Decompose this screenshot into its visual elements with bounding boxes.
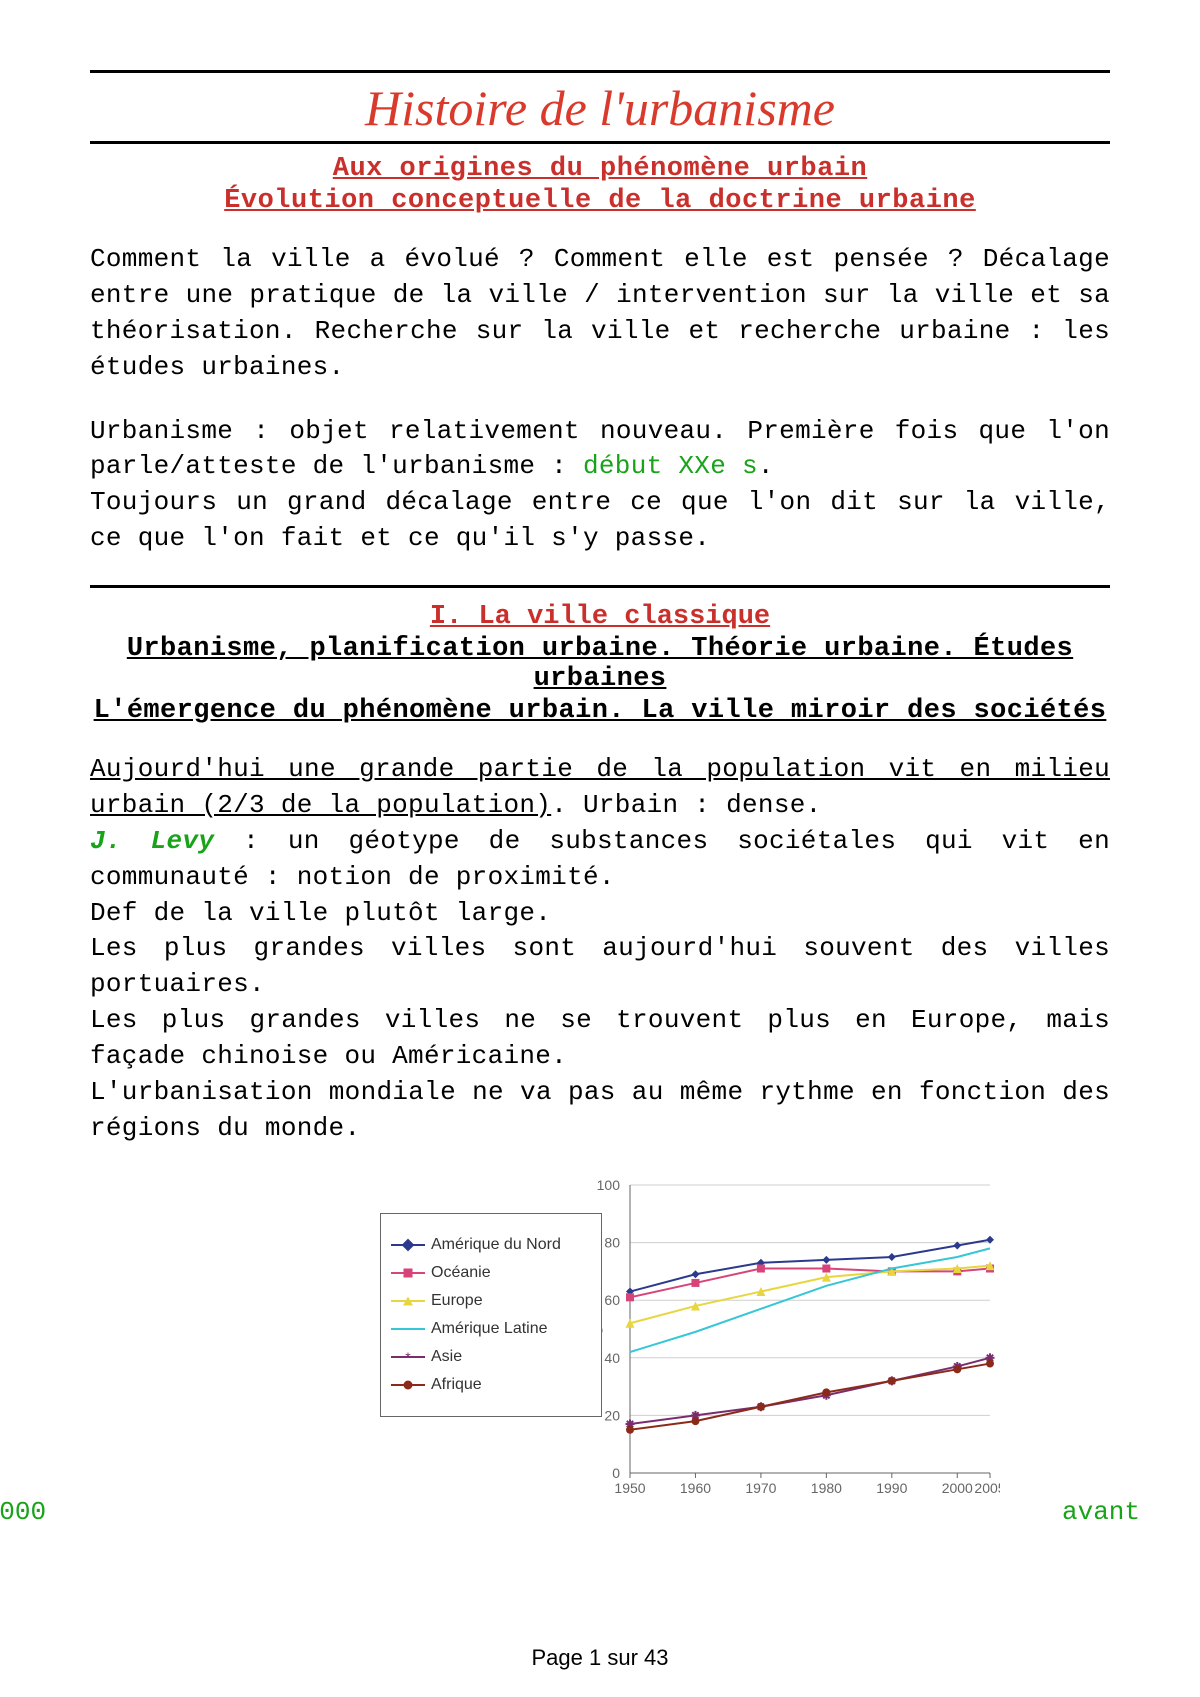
svg-text:1980: 1980 <box>811 1480 842 1496</box>
paragraph-3: Aujourd'hui une grande partie de la popu… <box>90 752 1110 824</box>
svg-text:80: 80 <box>604 1234 620 1250</box>
paragraph-1: Comment la ville a évolué ? Comment elle… <box>90 242 1110 386</box>
svg-text:40: 40 <box>604 1349 620 1365</box>
legend-label: Afrique <box>431 1376 482 1394</box>
section-1-title: I. La ville classique <box>90 602 1110 632</box>
legend-label: Amérique Latine <box>431 1320 548 1338</box>
svg-text:2000: 2000 <box>942 1480 973 1496</box>
p2-green: début XXe s <box>583 451 758 481</box>
svg-text:1950: 1950 <box>614 1480 645 1496</box>
page-footer: Page 1 sur 43 <box>0 1645 1200 1671</box>
subtitle-block: Aux origines du phénomène urbain Évoluti… <box>90 154 1110 216</box>
legend-label: Océanie <box>431 1264 491 1282</box>
svg-text:100: 100 <box>597 1177 621 1193</box>
page-title: Histoire de l'urbanisme <box>90 79 1110 137</box>
rule-top <box>90 70 1110 73</box>
svg-text:0: 0 <box>612 1465 620 1481</box>
p2-d: Toujours un grand décalage entre ce que … <box>90 487 1110 553</box>
section-separator <box>90 585 1110 588</box>
paragraph-2: Urbanisme : objet relativement nouveau. … <box>90 414 1110 558</box>
urbanisation-chart: Amérique du Nord Océanie Europe Amérique La… <box>380 1175 1000 1505</box>
svg-text:2005: 2005 <box>974 1480 1000 1496</box>
rule-under-title <box>90 141 1110 144</box>
legend-row: Océanie <box>391 1264 591 1282</box>
legend-row: Amérique Latine <box>391 1320 591 1338</box>
legend-row: Amérique du Nord <box>391 1236 591 1254</box>
legend-label: Asie <box>431 1348 462 1366</box>
bottom-right-text: avant <box>1062 1497 1140 1527</box>
legend-label: Amérique du Nord <box>431 1236 561 1254</box>
bottom-left-text: -10 000 <box>0 1497 46 1527</box>
paragraph-5: Def de la ville plutôt large. <box>90 896 1110 932</box>
section-1-heading-2: L'émergence du phénomène urbain. La vill… <box>90 696 1110 726</box>
svg-text:20: 20 <box>604 1407 620 1423</box>
svg-text:60: 60 <box>604 1292 620 1308</box>
legend-row: Afrique <box>391 1376 591 1394</box>
svg-text:1970: 1970 <box>745 1480 776 1496</box>
subtitle-line-1: Aux origines du phénomène urbain <box>333 154 867 184</box>
paragraph-8: L'urbanisation mondiale ne va pas au mêm… <box>90 1075 1110 1147</box>
section-1-title-text: I. La ville classique <box>430 602 770 632</box>
figure-area: Amérique du Nord Océanie Europe Amérique La… <box>90 1175 1110 1525</box>
p2-c: . <box>758 451 774 481</box>
legend-label: Europe <box>431 1292 483 1310</box>
p4-rest: : un géotype de substances sociétales qu… <box>90 826 1110 892</box>
svg-text:1990: 1990 <box>876 1480 907 1496</box>
chart-legend: Amérique du Nord Océanie Europe Amérique La… <box>380 1213 602 1417</box>
author-levy: J. Levy <box>90 826 214 856</box>
paragraph-6: Les plus grandes villes sont aujourd'hui… <box>90 931 1110 1003</box>
document-page: Histoire de l'urbanisme Aux origines du … <box>0 0 1200 1697</box>
svg-text:1960: 1960 <box>680 1480 711 1496</box>
subtitle-line-2: Évolution conceptuelle de la doctrine ur… <box>224 186 976 216</box>
section-1-heading-1: Urbanisme, planification urbaine. Théori… <box>90 634 1110 694</box>
p3-rest: . Urbain : dense. <box>551 790 821 820</box>
paragraph-4: J. Levy : un géotype de substances socié… <box>90 824 1110 896</box>
legend-row: *Asie <box>391 1348 591 1366</box>
paragraph-7: Les plus grandes villes ne se trouvent p… <box>90 1003 1110 1075</box>
legend-row: Europe <box>391 1292 591 1310</box>
